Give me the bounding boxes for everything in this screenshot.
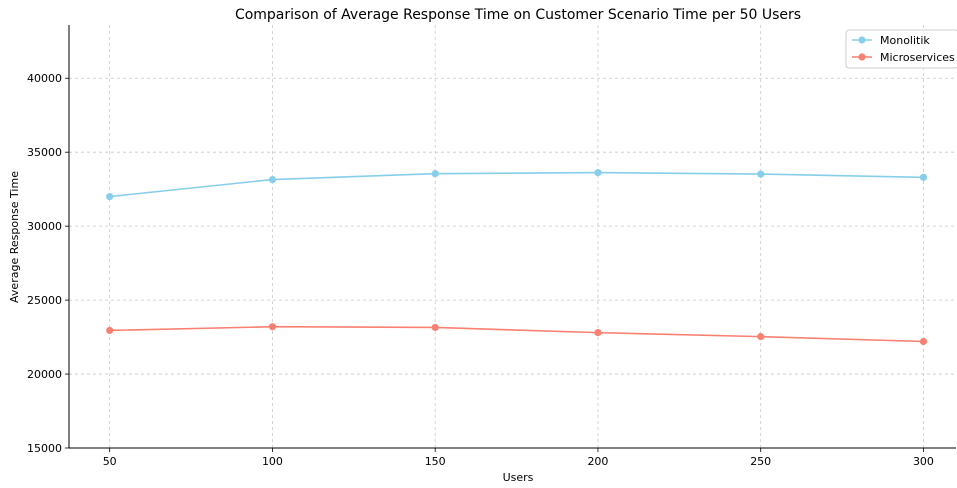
chart-title: Comparison of Average Response Time on C…	[235, 7, 801, 23]
legend-marker	[858, 36, 866, 44]
data-point	[431, 323, 439, 332]
data-point	[106, 326, 114, 335]
data-point	[757, 333, 765, 341]
y-tick-label: 35000	[27, 146, 62, 159]
axes	[68, 25, 956, 449]
data-point	[268, 323, 277, 331]
data-point	[106, 192, 114, 201]
data-point	[431, 170, 439, 178]
y-tick-label: 15000	[27, 442, 62, 455]
x-tick-label: 200	[587, 455, 608, 468]
x-tick-label: 100	[262, 455, 283, 468]
series-line	[109, 325, 924, 343]
x-tick-label: 50	[103, 455, 117, 468]
series-monolitik	[106, 169, 928, 201]
data-point	[268, 175, 277, 184]
x-tick-label: 250	[750, 455, 771, 468]
legend-marker	[858, 53, 866, 61]
y-tick-label: 40000	[27, 72, 62, 85]
x-tick-label: 300	[913, 455, 934, 468]
series-lines	[106, 169, 928, 346]
x-axis-label: Users	[503, 471, 534, 484]
legend: Monolitik Microservices	[845, 29, 957, 69]
data-point	[919, 173, 928, 181]
x-axis-ticks: 50 100 150 200 250 300	[103, 448, 934, 468]
data-point	[594, 169, 602, 177]
legend-frame	[845, 29, 957, 69]
legend-entry: Monolitik	[852, 34, 930, 47]
series-line	[109, 171, 924, 198]
y-axis-label: Average Response Time	[8, 171, 21, 303]
x-tick-label: 150	[425, 455, 446, 468]
data-point	[594, 329, 602, 337]
data-point	[757, 170, 765, 178]
y-tick-label: 20000	[27, 368, 62, 381]
y-axis-ticks: 15000 20000 25000 30000 35000 40000	[27, 72, 69, 455]
y-tick-label: 25000	[27, 294, 62, 307]
legend-label: Monolitik	[880, 34, 930, 47]
data-point	[919, 337, 928, 346]
legend-entry: Microservices	[852, 51, 955, 64]
y-tick-label: 30000	[27, 220, 62, 233]
legend-label: Microservices	[880, 51, 955, 64]
series-microservices	[106, 323, 928, 346]
grid-lines	[69, 25, 956, 448]
